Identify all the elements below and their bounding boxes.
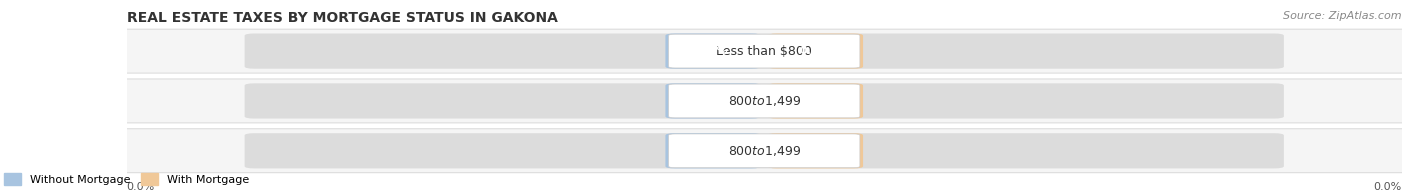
- Text: $800 to $1,499: $800 to $1,499: [728, 144, 801, 158]
- Text: 0.0%: 0.0%: [127, 182, 155, 192]
- FancyBboxPatch shape: [768, 83, 863, 119]
- FancyBboxPatch shape: [669, 84, 860, 118]
- FancyBboxPatch shape: [121, 129, 1406, 173]
- Text: 0.0%: 0.0%: [1374, 182, 1402, 192]
- FancyBboxPatch shape: [245, 83, 1284, 119]
- FancyBboxPatch shape: [245, 34, 1284, 69]
- Legend: Without Mortgage, With Mortgage: Without Mortgage, With Mortgage: [4, 173, 249, 185]
- FancyBboxPatch shape: [245, 133, 1284, 168]
- Text: 0.0%: 0.0%: [800, 46, 831, 56]
- Text: Source: ZipAtlas.com: Source: ZipAtlas.com: [1284, 12, 1402, 22]
- Text: Less than $800: Less than $800: [716, 45, 813, 58]
- FancyBboxPatch shape: [665, 133, 761, 168]
- Text: $800 to $1,499: $800 to $1,499: [728, 94, 801, 108]
- FancyBboxPatch shape: [768, 34, 863, 69]
- Text: REAL ESTATE TAXES BY MORTGAGE STATUS IN GAKONA: REAL ESTATE TAXES BY MORTGAGE STATUS IN …: [127, 12, 558, 25]
- FancyBboxPatch shape: [665, 34, 761, 69]
- Text: 0.0%: 0.0%: [697, 96, 728, 106]
- FancyBboxPatch shape: [669, 34, 860, 68]
- FancyBboxPatch shape: [121, 79, 1406, 123]
- Text: 0.0%: 0.0%: [800, 146, 831, 156]
- Text: 0.0%: 0.0%: [800, 96, 831, 106]
- FancyBboxPatch shape: [665, 83, 761, 119]
- FancyBboxPatch shape: [121, 29, 1406, 73]
- Text: 0.0%: 0.0%: [697, 146, 728, 156]
- Text: 0.0%: 0.0%: [697, 46, 728, 56]
- FancyBboxPatch shape: [669, 134, 860, 168]
- FancyBboxPatch shape: [768, 133, 863, 168]
